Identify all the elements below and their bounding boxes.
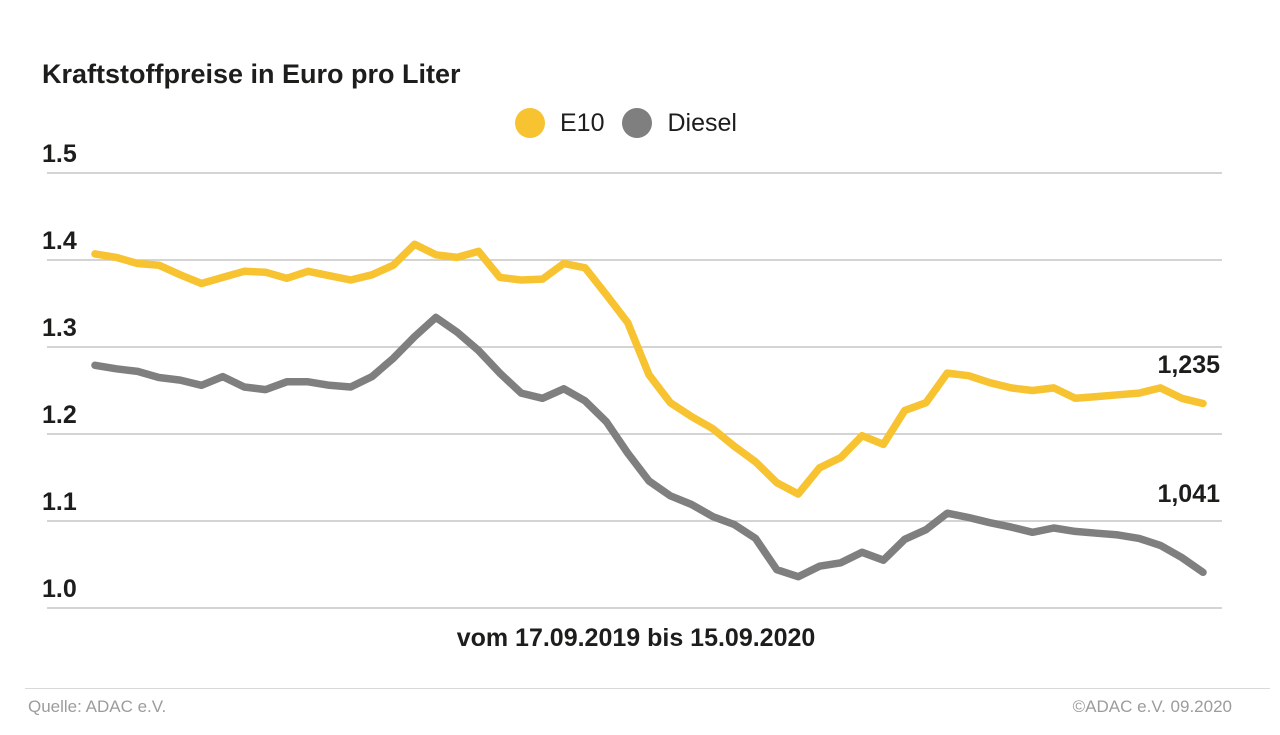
legend-dot-icon (515, 108, 545, 138)
y-axis-tick-label: 1.5 (42, 140, 77, 168)
y-axis-tick-label: 1.0 (42, 575, 77, 603)
legend-label: E10 (560, 109, 605, 137)
legend-item-e10: E10 (515, 108, 604, 138)
footer-source-text: Quelle: ADAC e.V. (28, 697, 167, 716)
legend-dot-icon (622, 108, 653, 138)
diesel-line (91, 313, 1207, 581)
diesel-end-value-label: 1,041 (1157, 480, 1220, 508)
footer-copyright-text: ©ADAC e.V. 09.2020 (1072, 697, 1232, 716)
chart-legend: E10 Diesel (515, 108, 737, 138)
legend-item-diesel: Diesel (622, 108, 737, 138)
e10-end-value-label: 1,235 (1157, 351, 1220, 379)
page-title: Kraftstoffpreise in Euro pro Liter (42, 59, 461, 90)
y-axis-tick-label: 1.2 (42, 401, 77, 429)
y-axis-tick-label: 1.1 (42, 488, 77, 516)
e10-line (91, 240, 1207, 498)
y-axis-tick-label: 1.4 (42, 227, 77, 255)
legend-label: Diesel (667, 109, 737, 137)
x-axis-caption: vom 17.09.2019 bis 15.09.2020 (456, 624, 816, 652)
y-axis-tick-label: 1.3 (42, 314, 77, 342)
footer-divider (25, 688, 1270, 689)
